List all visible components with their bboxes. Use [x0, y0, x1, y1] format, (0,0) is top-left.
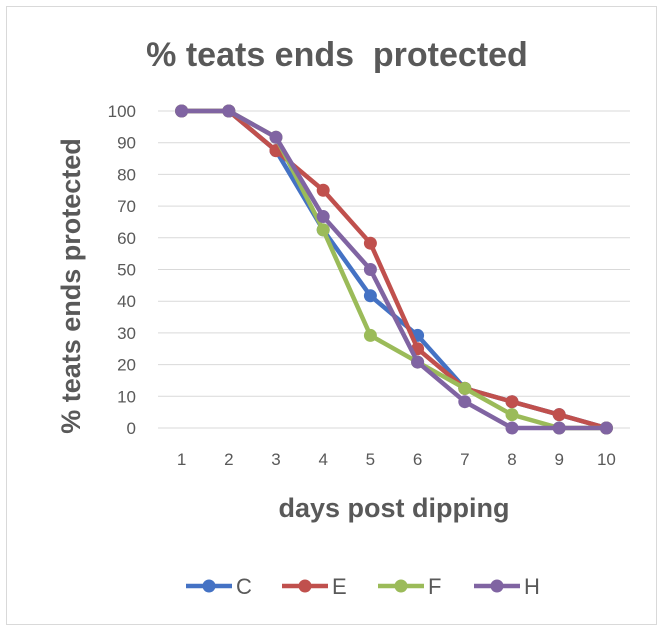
- legend-label: C: [236, 574, 252, 599]
- legend-item-H: H: [474, 574, 540, 599]
- chart-title: % teats ends protected: [146, 36, 528, 74]
- x-tick-label: 5: [366, 450, 375, 469]
- legend-item-F: F: [378, 574, 441, 599]
- legend-item-E: E: [282, 574, 347, 599]
- data-point: [505, 421, 519, 435]
- y-tick-label: 30: [117, 324, 136, 343]
- y-tick-label: 70: [117, 197, 136, 216]
- data-point: [363, 289, 377, 303]
- legend-item-C: C: [186, 574, 252, 599]
- x-tick-label: 2: [224, 450, 233, 469]
- data-point: [505, 408, 519, 422]
- legend-marker: [298, 579, 312, 593]
- x-tick-label: 7: [460, 450, 469, 469]
- x-tick-label: 8: [507, 450, 516, 469]
- legend-label: H: [524, 574, 540, 599]
- x-tick-label: 1: [177, 450, 186, 469]
- series-line: [179, 108, 609, 431]
- legend-marker: [202, 579, 216, 593]
- y-tick-label: 60: [117, 229, 136, 248]
- legend-marker: [490, 579, 504, 593]
- data-point: [411, 355, 425, 369]
- chart-frame: [6, 6, 657, 625]
- data-point: [363, 236, 377, 250]
- x-tick-label: 6: [413, 450, 422, 469]
- y-tick-labels: 0 10 20 30 40 50 60 70 80 90 100: [108, 102, 136, 438]
- data-point: [175, 104, 189, 118]
- gridlines: [158, 110, 630, 429]
- series-H: [175, 104, 613, 435]
- data-point: [316, 210, 330, 224]
- y-tick-label: 0: [127, 419, 136, 438]
- x-tick-labels: 1 2 3 4 5 6 7 8 9 10: [177, 450, 616, 469]
- data-point: [552, 408, 566, 422]
- data-point: [222, 104, 236, 118]
- x-axis-label: days post dipping: [278, 493, 509, 523]
- data-point: [458, 395, 472, 409]
- data-point: [458, 381, 472, 395]
- y-tick-label: 90: [117, 134, 136, 153]
- data-point: [316, 223, 330, 237]
- legend-label: E: [332, 574, 347, 599]
- data-point: [505, 395, 519, 409]
- data-point: [599, 421, 613, 435]
- y-tick-label: 40: [117, 292, 136, 311]
- data-point: [363, 328, 377, 342]
- x-tick-label: 4: [318, 450, 327, 469]
- y-tick-label: 100: [108, 102, 136, 121]
- legend-label: F: [428, 574, 441, 599]
- legend-marker: [394, 579, 408, 593]
- y-tick-label: 10: [117, 387, 136, 406]
- x-tick-label: 10: [597, 450, 616, 469]
- series-group: [175, 104, 613, 435]
- y-tick-label: 20: [117, 356, 136, 375]
- series-line: [179, 108, 609, 431]
- y-tick-label: 50: [117, 261, 136, 280]
- y-axis-label: % teats ends protected: [56, 138, 86, 434]
- x-tick-label: 9: [554, 450, 563, 469]
- data-point: [363, 263, 377, 276]
- x-tick-label: 3: [271, 450, 280, 469]
- data-point: [316, 183, 330, 197]
- data-point: [269, 130, 283, 144]
- data-point: [552, 421, 566, 435]
- y-tick-label: 80: [117, 165, 136, 184]
